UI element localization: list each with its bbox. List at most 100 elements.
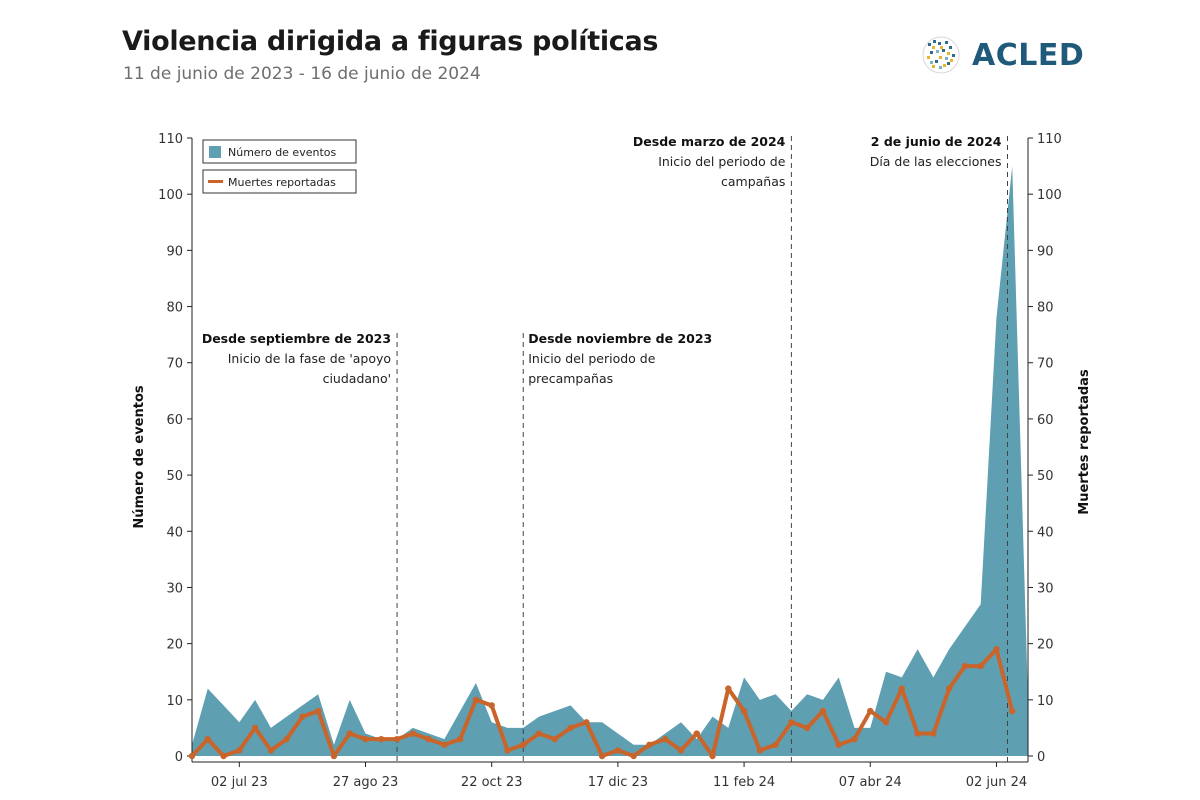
y-tick-label-left: 30 — [166, 581, 183, 596]
deaths-point — [551, 735, 558, 743]
deaths-point — [425, 735, 432, 743]
annotation-text: Día de las elecciones — [870, 154, 1002, 169]
deaths-point — [204, 735, 211, 743]
deaths-point — [299, 713, 306, 720]
annotation-title: 2 de junio de 2024 — [871, 134, 1002, 149]
deaths-point — [740, 707, 748, 715]
deaths-point — [220, 752, 227, 760]
deaths-point — [851, 735, 858, 743]
deaths-point — [598, 752, 606, 760]
y-tick-label-right: 30 — [1037, 581, 1054, 596]
legend-label-deaths: Muertes reportadas — [228, 176, 336, 189]
x-tick-label: 02 jun 24 — [966, 775, 1027, 790]
deaths-point — [788, 719, 795, 726]
y-tick-label-left: 80 — [166, 301, 183, 316]
legend-box-events — [202, 139, 357, 164]
deaths-point — [867, 707, 874, 715]
deaths-point — [567, 724, 574, 732]
events-area — [192, 166, 1028, 756]
deaths-point — [362, 735, 369, 743]
deaths-point — [961, 662, 969, 670]
deaths-point — [441, 741, 448, 748]
annotation-title: Desde septiembre de 2023 — [202, 331, 391, 346]
deaths-point — [614, 747, 622, 754]
annotation-title: Desde noviembre de 2023 — [528, 331, 712, 346]
y-tick-label-right: 60 — [1037, 413, 1054, 428]
y-tick-label-right: 110 — [1037, 132, 1062, 147]
y-tick-label-right: 50 — [1037, 469, 1054, 484]
y-tick-label-left: 60 — [166, 413, 183, 428]
y-tick-label-left: 110 — [158, 132, 183, 147]
deaths-point — [267, 747, 275, 754]
legend-swatch-events — [209, 146, 221, 158]
deaths-point — [535, 730, 543, 737]
y-tick-label-right: 10 — [1037, 694, 1054, 709]
x-tick-label: 02 jul 23 — [211, 775, 268, 790]
deaths-point — [520, 741, 527, 748]
y-tick-label-left: 10 — [166, 694, 183, 709]
deaths-point — [693, 730, 700, 737]
y-tick-label-left: 100 — [158, 188, 183, 203]
y-tick-label-left: 0 — [175, 750, 183, 765]
deaths-point — [725, 685, 732, 692]
y-tick-label-left: 50 — [166, 469, 183, 484]
deaths-point — [393, 735, 401, 743]
y-tick-label-left: 90 — [166, 244, 183, 259]
legend-label-events: Número de eventos — [228, 146, 336, 159]
y-tick-label-right: 70 — [1037, 357, 1054, 372]
y-tick-label-right: 0 — [1037, 750, 1045, 765]
y-tick-label-right: 80 — [1037, 301, 1054, 316]
deaths-point — [251, 724, 259, 732]
deaths-point — [898, 685, 906, 692]
deaths-point — [819, 707, 827, 715]
deaths-point — [646, 741, 653, 748]
deaths-point — [835, 741, 842, 748]
annotation-text: Inicio del periodo de — [658, 154, 785, 169]
deaths-point — [378, 735, 385, 743]
deaths-point — [914, 730, 921, 737]
deaths-point — [945, 685, 953, 692]
deaths-point — [330, 752, 338, 760]
legend-box-deaths — [202, 169, 357, 194]
deaths-point — [977, 662, 984, 670]
annotation-text: Inicio de la fase de 'apoyo — [228, 351, 391, 366]
x-tick-label: 17 dic 23 — [588, 775, 648, 790]
deaths-point — [583, 719, 590, 726]
y-tick-label-left: 40 — [166, 525, 183, 540]
deaths-point — [236, 747, 243, 754]
x-tick-label: 11 feb 24 — [713, 775, 775, 790]
deaths-point — [409, 730, 417, 737]
deaths-point — [630, 752, 637, 760]
deaths-point — [756, 747, 764, 754]
chart-subtitle: 11 de junio de 2023 - 16 de junio de 202… — [123, 64, 481, 84]
deaths-point — [993, 646, 1000, 653]
deaths-point — [456, 735, 464, 743]
y-axis-title-right: Muertes reportadas — [1077, 369, 1092, 515]
x-tick-label: 27 ago 23 — [333, 775, 399, 790]
deaths-point — [662, 735, 669, 743]
acled-logo: ACLED — [918, 33, 1084, 77]
deaths-point — [504, 747, 511, 754]
deaths-point — [472, 696, 480, 704]
annotation-title: Desde marzo de 2024 — [633, 134, 786, 149]
annotation-text: Inicio del periodo de — [528, 351, 655, 366]
x-tick-label: 22 oct 23 — [461, 775, 523, 790]
logo-text: ACLED — [972, 37, 1085, 73]
deaths-point — [346, 730, 353, 737]
annotation-text: precampañas — [528, 371, 613, 386]
y-tick-label-left: 20 — [166, 638, 183, 653]
deaths-point — [488, 702, 495, 709]
y-tick-label-right: 20 — [1037, 638, 1054, 653]
deaths-point — [283, 735, 290, 743]
deaths-point — [709, 752, 716, 760]
y-tick-label-left: 70 — [166, 357, 183, 372]
y-tick-label-right: 40 — [1037, 525, 1054, 540]
x-tick-label: 07 abr 24 — [839, 775, 902, 790]
y-tick-label-right: 90 — [1037, 244, 1054, 259]
deaths-point — [882, 719, 890, 726]
deaths-point — [314, 707, 322, 715]
deaths-point — [188, 752, 196, 760]
chart-title: Violencia dirigida a figuras políticas — [122, 26, 659, 57]
annotation-text: ciudadano' — [323, 371, 391, 386]
